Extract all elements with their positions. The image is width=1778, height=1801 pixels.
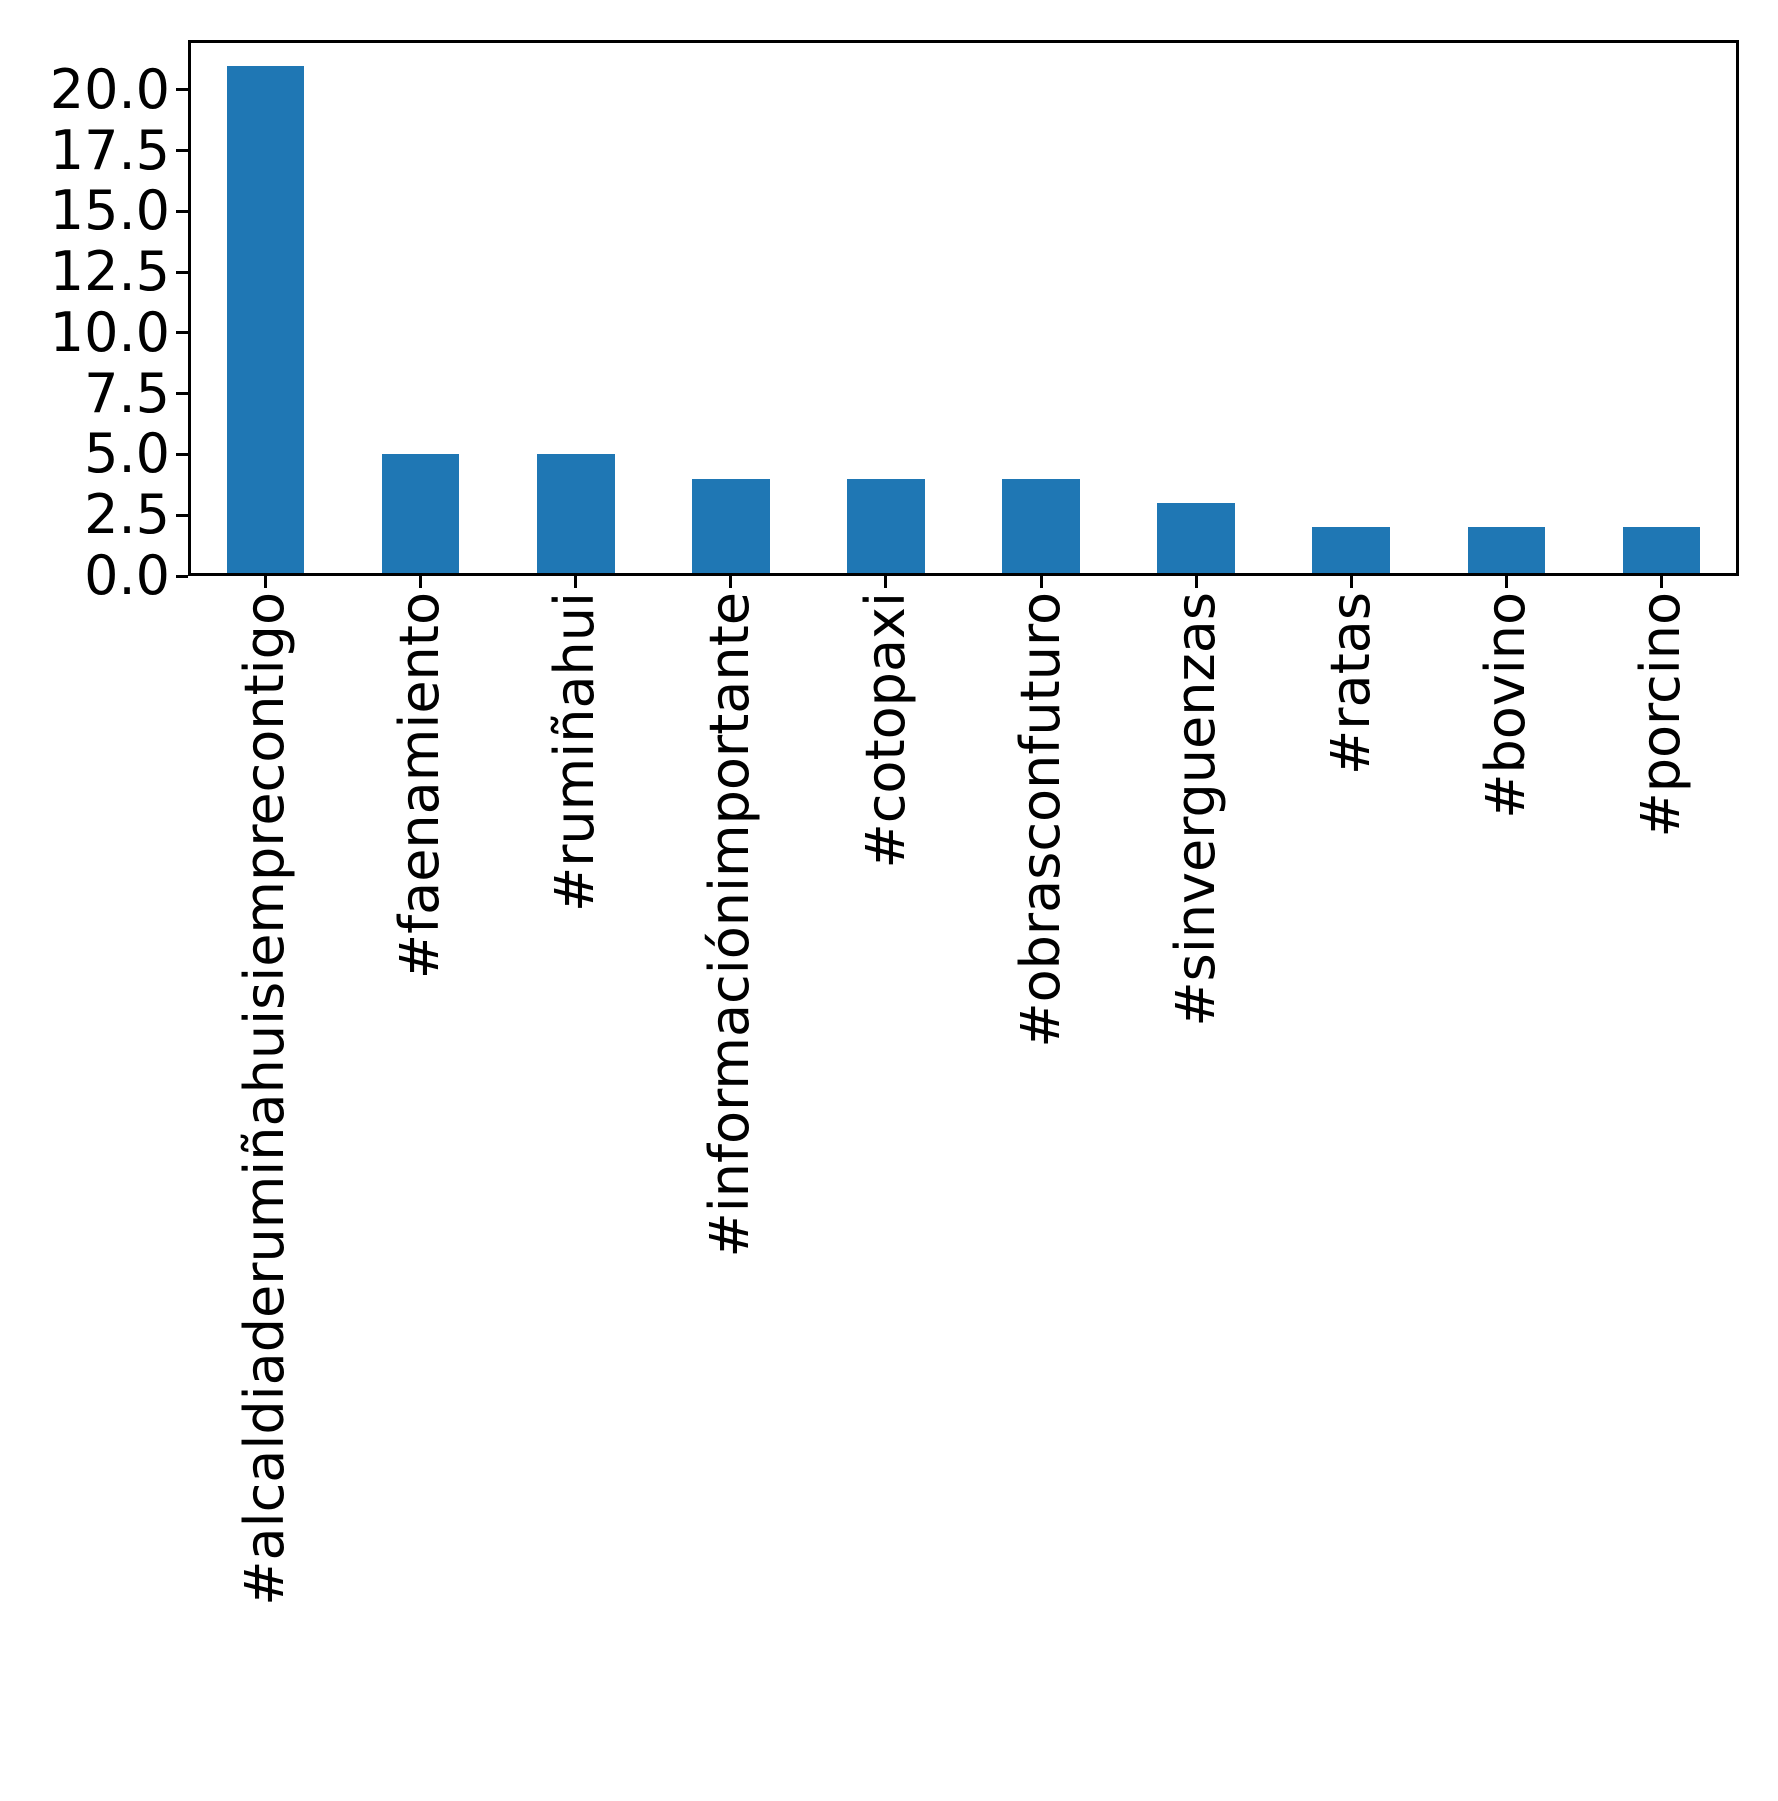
y-tick-label: 20.0: [49, 57, 170, 121]
x-tick-label: #sinverguenzas: [1163, 592, 1227, 1027]
x-tick-label: #ratas: [1318, 592, 1382, 775]
y-axis-tick: [176, 270, 188, 274]
x-axis-tick: [1194, 576, 1198, 588]
x-label-cell: #obrasconfuturo: [963, 592, 1118, 1606]
bar: [1312, 527, 1391, 576]
y-axis-tick: [176, 149, 188, 153]
y-tick-label: 17.5: [49, 118, 170, 182]
y-tick-label: 0.0: [84, 544, 170, 607]
x-label-cell: #porcino: [1584, 592, 1739, 1606]
bar: [1622, 527, 1701, 576]
y-axis-tick: [176, 574, 188, 578]
x-label-cell: #rumiñahui: [498, 592, 653, 1606]
y-axis-tick: [176, 452, 188, 456]
bar: [1002, 478, 1080, 576]
y-tick-label: 12.5: [49, 240, 170, 304]
x-tick-label: #faenamiento: [388, 592, 452, 980]
bar: [536, 454, 615, 576]
x-tick-label: #cotopaxi: [853, 592, 917, 869]
x-tick-label: #obrasconfuturo: [1008, 592, 1072, 1048]
x-label-cell: #bovino: [1429, 592, 1584, 1606]
bar: [226, 65, 305, 576]
x-axis-tick: [574, 576, 578, 588]
x-label-cell: #sinverguenzas: [1119, 592, 1274, 1606]
x-axis-tick: [729, 576, 733, 588]
bar: [1467, 527, 1546, 576]
y-tick-label: 10.0: [49, 300, 170, 364]
y-tick-label: 2.5: [84, 483, 170, 547]
y-tick-label: 7.5: [84, 361, 170, 425]
y-tick-label: 15.0: [49, 179, 170, 243]
bar: [847, 478, 925, 576]
x-axis-labels: #alcaldiaderumiñahuisiemprecontigo #faena…: [188, 592, 1739, 1606]
bar: [692, 478, 770, 576]
x-axis-tick: [884, 576, 888, 588]
x-axis-tick: [264, 576, 268, 588]
x-axis-tick: [1504, 576, 1508, 588]
y-axis-tick: [176, 88, 188, 92]
y-axis-tick: [176, 209, 188, 213]
x-tick-label: #bovino: [1473, 592, 1537, 819]
x-tick-label: #porcino: [1629, 592, 1693, 838]
bar: [1157, 503, 1235, 576]
y-axis-tick: [176, 331, 188, 335]
x-label-cell: #informaciónimportante: [653, 592, 808, 1606]
x-label-cell: #cotopaxi: [808, 592, 963, 1606]
x-label-cell: #ratas: [1274, 592, 1429, 1606]
x-axis-tick: [419, 576, 423, 588]
x-axis-tick: [1349, 576, 1353, 588]
x-axis-tick: [1659, 576, 1663, 588]
bar: [381, 454, 460, 576]
x-tick-label: #rumiñahui: [543, 592, 607, 913]
x-tick-label: #informaciónimportante: [698, 592, 762, 1258]
x-label-cell: #alcaldiaderumiñahuisiemprecontigo: [188, 592, 343, 1606]
x-axis-tick: [1039, 576, 1043, 588]
y-axis-tick: [176, 392, 188, 396]
x-label-cell: #faenamiento: [343, 592, 498, 1606]
x-tick-label: #alcaldiaderumiñahuisiemprecontigo: [233, 592, 297, 1606]
y-axis-tick: [176, 513, 188, 517]
y-tick-label: 5.0: [84, 422, 170, 486]
